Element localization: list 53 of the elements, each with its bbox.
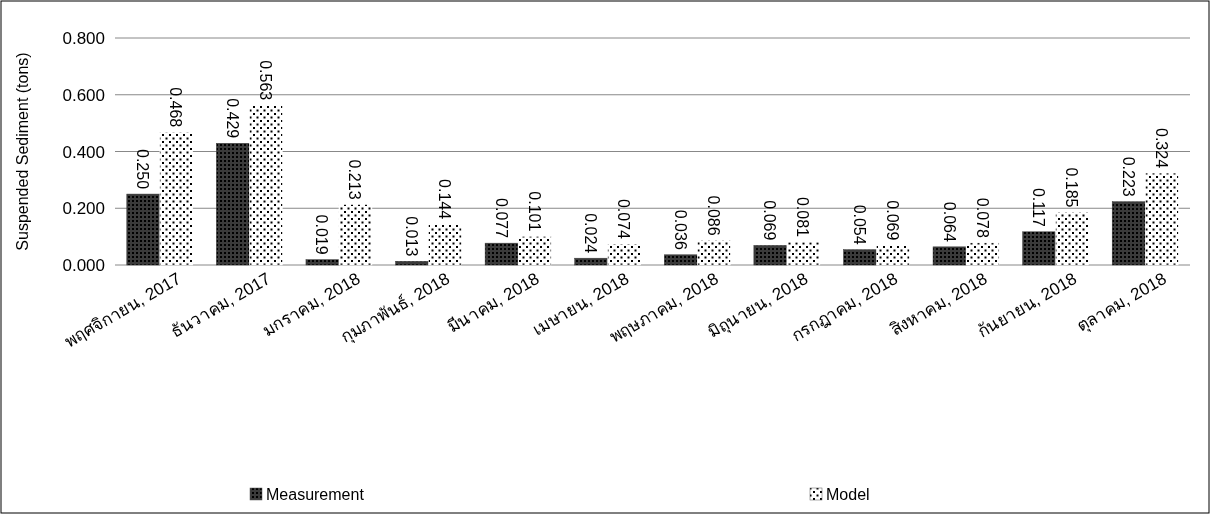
data-label: 0.078: [973, 197, 991, 238]
y-axis-title: Suspended Sediment (tons): [14, 52, 31, 251]
bar: [843, 249, 877, 266]
bar: [1111, 201, 1146, 266]
y-tick-label: 0.600: [62, 85, 105, 105]
data-label: 0.024: [582, 213, 600, 254]
bar: [484, 242, 519, 266]
data-label: 0.077: [492, 198, 510, 239]
bar: [932, 246, 967, 266]
data-label: 0.074: [615, 198, 633, 240]
legend-label: Model: [826, 486, 870, 503]
bar: [1055, 212, 1089, 266]
data-label: 0.223: [1119, 156, 1137, 197]
data-label: 0.468: [167, 87, 185, 128]
data-label: 0.250: [134, 149, 152, 190]
bar: [126, 193, 161, 266]
data-label: 0.324: [1152, 128, 1170, 169]
bar: [517, 236, 552, 266]
y-tick-label: 0.200: [62, 199, 105, 219]
data-label: 0.144: [436, 179, 454, 220]
data-label: 0.069: [883, 200, 901, 241]
data-label: 0.013: [403, 216, 421, 257]
bar: [216, 143, 250, 266]
data-label: 0.185: [1063, 167, 1081, 208]
data-label: 0.101: [525, 191, 543, 232]
data-label: 0.213: [346, 159, 364, 200]
data-label: 0.563: [256, 60, 274, 101]
legend-label: Measurement: [266, 486, 365, 503]
bar: [664, 254, 698, 266]
bar: [249, 105, 283, 266]
bar: [395, 261, 429, 266]
bar: [305, 259, 340, 266]
y-tick-label: 0.800: [62, 29, 105, 48]
data-label: 0.429: [223, 98, 241, 139]
bar: [965, 242, 1000, 266]
data-label: 0.064: [940, 201, 958, 242]
data-label: 0.054: [850, 204, 868, 245]
bar: [607, 243, 641, 266]
data-label: 0.086: [704, 195, 722, 236]
y-tick-label: 0.400: [62, 142, 105, 162]
data-label: 0.081: [794, 196, 812, 238]
data-label: 0.069: [761, 200, 779, 241]
bar: [1144, 172, 1179, 266]
bar: [697, 240, 731, 266]
data-label: 0.117: [1030, 187, 1048, 227]
data-label: 0.019: [313, 214, 331, 255]
bar: [338, 204, 373, 266]
y-tick-label: 0.000: [62, 256, 105, 275]
bar: [159, 131, 194, 266]
bar: [1022, 231, 1056, 266]
bar: [574, 257, 608, 266]
bar: [753, 245, 788, 266]
data-label: 0.036: [671, 209, 689, 250]
